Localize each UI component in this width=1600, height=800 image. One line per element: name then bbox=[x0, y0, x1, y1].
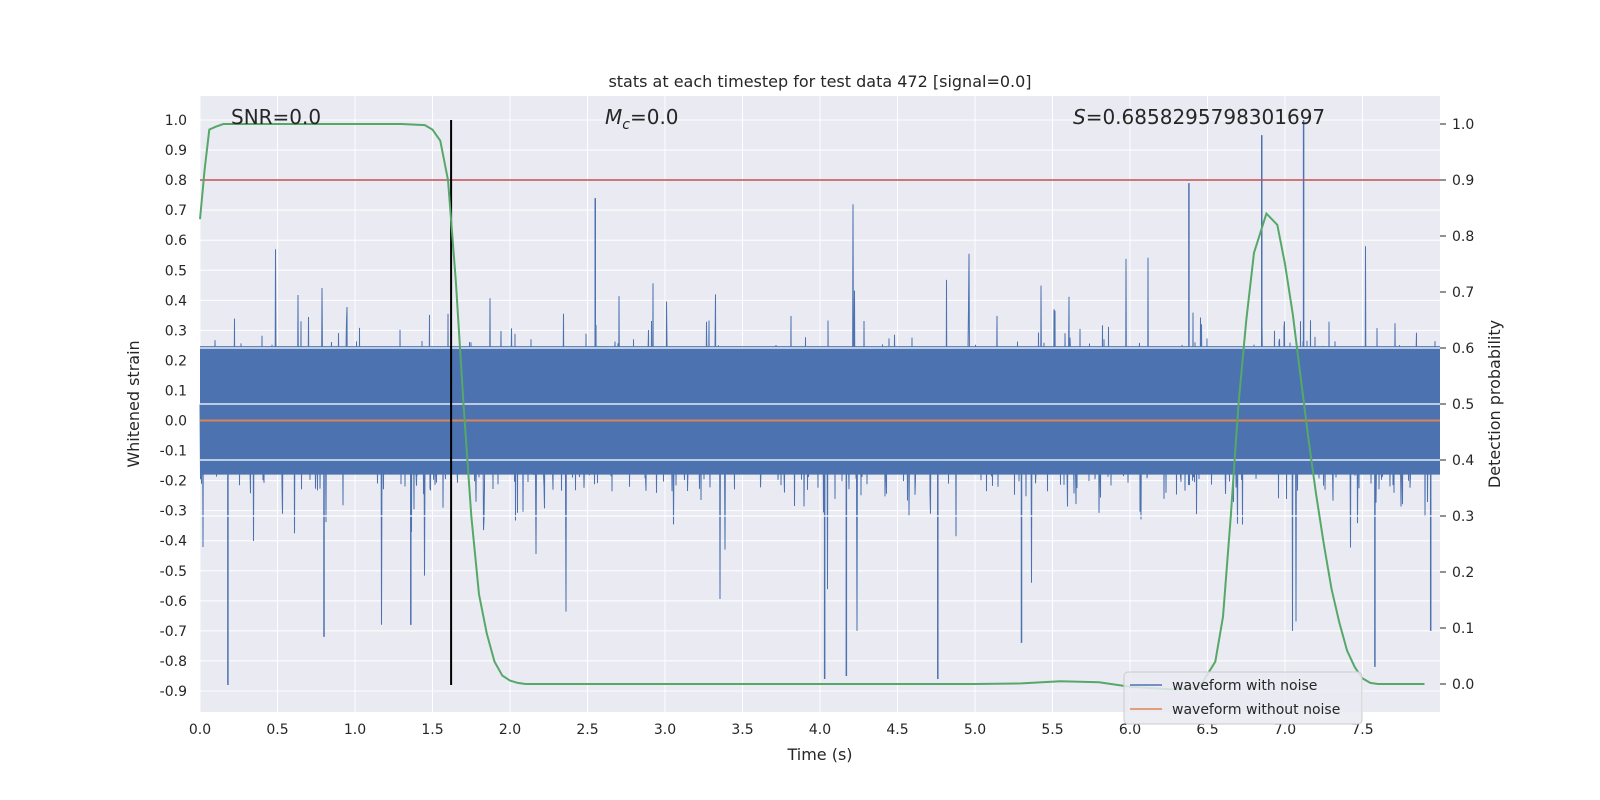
x-tick-label: 6.5 bbox=[1196, 722, 1218, 738]
y-tick-label: -0.7 bbox=[160, 624, 187, 640]
x-tick-label: 1.0 bbox=[344, 722, 366, 738]
series-lines bbox=[199, 120, 1440, 691]
y-tick-label: 0.0 bbox=[165, 414, 187, 430]
chart-title: stats at each timestep for test data 472… bbox=[608, 72, 1031, 91]
y-tick-label: 0.2 bbox=[165, 353, 187, 369]
y-tick-label: 0.9 bbox=[165, 143, 187, 159]
x-tick-label: 3.0 bbox=[654, 722, 676, 738]
x-tick-label: 0.0 bbox=[189, 722, 211, 738]
y-right-tick-label: 0.5 bbox=[1452, 397, 1474, 413]
y-right-tick-label: 0.7 bbox=[1452, 285, 1474, 301]
x-tick-label: 0.5 bbox=[266, 722, 288, 738]
noise-band bbox=[200, 346, 1440, 475]
y-right-tick-label: 0.3 bbox=[1452, 509, 1474, 525]
series-waveform-with-noise bbox=[199, 120, 1440, 685]
y-tick-label: -0.3 bbox=[160, 504, 187, 520]
y-right-tick-label: 0.4 bbox=[1452, 453, 1474, 469]
legend-label-waveform-with-noise: waveform with noise bbox=[1172, 678, 1317, 694]
x-tick-label: 5.0 bbox=[964, 722, 986, 738]
x-tick-label: 1.5 bbox=[421, 722, 443, 738]
y-right-tick-label: 0.0 bbox=[1452, 677, 1474, 693]
y-axis-title-right: Detection probability bbox=[1485, 320, 1504, 488]
y-tick-label: -0.6 bbox=[160, 594, 187, 610]
y-tick-label: 0.3 bbox=[165, 323, 187, 339]
y-tick-label: 0.7 bbox=[165, 203, 187, 219]
y-right-tick-label: 0.8 bbox=[1452, 229, 1474, 245]
x-tick-label: 4.5 bbox=[886, 722, 908, 738]
y-right-tick-label: 0.2 bbox=[1452, 565, 1474, 581]
x-tick-label: 2.0 bbox=[499, 722, 521, 738]
annotation-score: S=0.6858295798301697 bbox=[1073, 105, 1325, 129]
y-tick-label: -0.5 bbox=[160, 564, 187, 580]
y-tick-label: -0.8 bbox=[160, 654, 187, 670]
y-tick-label: 0.1 bbox=[165, 383, 187, 399]
y-tick-label: -0.2 bbox=[160, 474, 187, 490]
series-detection-probability bbox=[199, 123, 1425, 691]
y-tick-label: 0.5 bbox=[165, 263, 187, 279]
axis-ticks: 0.0 0.5 1.0 1.5 2.0 2.5 3.0 3.5 4.0 4.5 5.0 5.5 6.0 6… bbox=[160, 113, 1475, 738]
annotation-chirp-mass: Mc=0.0 bbox=[605, 105, 679, 133]
y-tick-label: -0.4 bbox=[160, 534, 187, 550]
legend-box bbox=[1123, 671, 1363, 725]
legend: waveform with noise waveform without noi… bbox=[1123, 671, 1363, 725]
y-right-tick-label: 0.1 bbox=[1452, 621, 1474, 637]
y-tick-label: 0.8 bbox=[165, 173, 187, 189]
legend-label-waveform-without-noise: waveform without noise bbox=[1172, 702, 1340, 718]
x-tick-label: 7.5 bbox=[1351, 722, 1373, 738]
y-right-tick-label: 0.6 bbox=[1452, 341, 1474, 357]
y-right-tick-label: 0.9 bbox=[1452, 173, 1474, 189]
y-axis-title: Whitened strain bbox=[124, 340, 143, 467]
y-tick-label: 0.4 bbox=[165, 293, 187, 309]
x-tick-label: 7.0 bbox=[1274, 722, 1296, 738]
x-tick-label: 3.5 bbox=[731, 722, 753, 738]
y-tick-label: 0.6 bbox=[165, 233, 187, 249]
x-tick-label: 5.5 bbox=[1041, 722, 1063, 738]
x-axis-title: Time (s) bbox=[786, 745, 852, 764]
y-tick-label: 1.0 bbox=[165, 113, 187, 129]
annotation-snr: SNR=0.0 bbox=[231, 105, 321, 129]
y-tick-label: -0.9 bbox=[160, 684, 187, 700]
x-tick-label: 2.5 bbox=[576, 722, 598, 738]
y-right-tick-label: 1.0 bbox=[1452, 117, 1474, 133]
y-tick-label: -0.1 bbox=[160, 444, 187, 460]
x-tick-label: 4.0 bbox=[809, 722, 831, 738]
x-tick-label: 6.0 bbox=[1119, 722, 1141, 738]
